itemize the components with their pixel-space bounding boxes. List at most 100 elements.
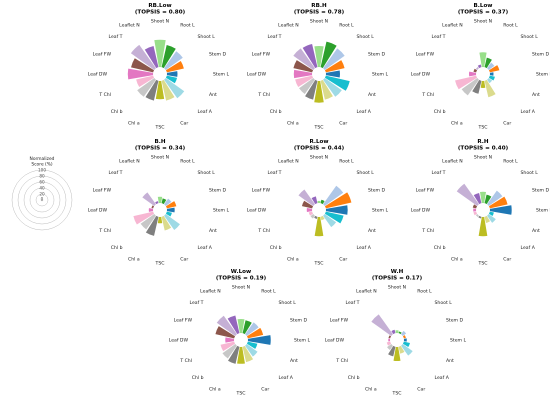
category-label: TSC — [314, 125, 324, 131]
category-label: Stem D — [368, 51, 385, 57]
bar-leaf-fw — [473, 68, 478, 73]
category-label: Leaf DW — [88, 72, 108, 78]
bar-t-chl — [473, 211, 478, 216]
bar-car — [320, 79, 333, 100]
chart-title: RB.H — [311, 3, 327, 9]
category-label: Car — [503, 257, 511, 263]
legend-tick: 60 — [39, 180, 45, 185]
chart-subtitle: (TOPSIS = 0.37) — [458, 10, 509, 16]
bar-chl-b — [137, 78, 156, 97]
category-label: Shoot N — [310, 155, 328, 161]
category-label: T Chl — [257, 228, 270, 234]
category-label: Leaflet N — [356, 289, 377, 295]
category-label: Root L — [339, 159, 354, 165]
legend-ring — [40, 198, 44, 202]
bar-leaf-t — [298, 189, 315, 206]
category-label: TSC — [478, 261, 488, 267]
category-label: Leaflet N — [200, 289, 221, 295]
category-label: Shoot L — [521, 170, 539, 176]
bar-leaf-dw — [293, 69, 313, 79]
bar-car — [320, 215, 325, 221]
category-label: TSC — [392, 391, 402, 397]
bar-chl-a — [305, 79, 318, 100]
bar-leaflet-n — [227, 315, 240, 335]
category-label: Stem D — [209, 51, 226, 57]
bar-chl-a — [145, 79, 159, 101]
bar-stem-d — [488, 65, 500, 73]
chart-subtitle: (TOPSIS = 0.44) — [294, 146, 345, 152]
bar-stem-l — [325, 70, 341, 78]
bar-tsc — [155, 80, 165, 100]
category-label: Leaf A — [357, 109, 372, 115]
category-label: Leaflet N — [278, 159, 299, 165]
bar-root-l — [320, 199, 325, 205]
category-label: Shoot L — [521, 34, 539, 40]
category-label: Leaflet N — [278, 23, 299, 29]
bar-stem-l — [247, 335, 271, 345]
category-label: Stem L — [536, 72, 550, 78]
category-label: Stem D — [446, 317, 463, 323]
category-label: TSC — [314, 261, 324, 267]
bar-shoot-l — [164, 51, 183, 70]
category-label: Chl a — [128, 257, 140, 263]
category-label: TSC — [478, 125, 488, 131]
category-label: Stem L — [372, 72, 388, 78]
category-label: Chl a — [451, 257, 463, 263]
category-label: Leaf DW — [88, 208, 108, 214]
bar-leaf-t — [130, 44, 156, 70]
category-label: Shoot L — [198, 34, 216, 40]
bar-ant — [402, 341, 410, 348]
bar-chl-b — [461, 78, 479, 96]
category-label: Shoot N — [388, 285, 406, 291]
category-label: Stem L — [213, 72, 229, 78]
legend-ring — [11, 169, 73, 231]
category-label: Root L — [180, 23, 195, 29]
category-label: Shoot L — [198, 170, 216, 176]
bar-leaf-fw — [293, 60, 314, 73]
category-label: Ant — [290, 358, 298, 364]
chart-title: W.H — [391, 269, 404, 275]
category-label: TSC — [155, 125, 165, 131]
bar-leaf-t — [293, 48, 315, 70]
category-label: Leaf T — [108, 170, 122, 176]
chart-subtitle: (TOPSIS = 0.19) — [216, 276, 267, 282]
category-label: Root L — [180, 159, 195, 165]
bar-chl-a — [314, 215, 318, 219]
bar-leaf-dw — [148, 208, 154, 212]
category-label: Leaflet N — [119, 23, 140, 29]
category-label: Stem L — [536, 208, 550, 214]
bar-stem-l — [403, 338, 407, 342]
category-label: Shoot L — [279, 300, 297, 306]
category-label: Leaf A — [435, 375, 450, 381]
bar-shoot-n — [317, 200, 321, 204]
category-label: Ant — [532, 92, 540, 98]
bar-leaf-a — [487, 214, 496, 223]
category-label: Leaflet N — [119, 159, 140, 165]
bar-chl-a — [228, 345, 240, 364]
bar-stem-d — [246, 327, 264, 339]
category-label: Shoot L — [357, 170, 375, 176]
category-label: Leaf DW — [247, 72, 267, 78]
legend-ring — [35, 193, 49, 207]
bar-car — [484, 215, 491, 223]
bar-leaf-a — [164, 78, 185, 99]
category-label: Chl a — [209, 387, 221, 393]
bar-shoot-n — [314, 46, 324, 68]
category-label: Stem D — [532, 51, 549, 57]
category-label: Stem D — [209, 187, 226, 193]
category-label: Shoot L — [435, 300, 453, 306]
category-label: Chl b — [434, 245, 446, 251]
bar-leaf-t — [456, 183, 479, 206]
category-label: Leaf FW — [252, 51, 271, 57]
category-label: Chl b — [270, 109, 282, 115]
bar-shoot-n — [154, 39, 166, 68]
category-label: Root L — [339, 23, 354, 29]
bar-stem-d — [402, 335, 406, 339]
bar-leaf-dw — [388, 338, 391, 342]
bar-t-chl — [455, 75, 478, 90]
category-label: T Chl — [335, 358, 348, 364]
bar-leaf-t — [142, 192, 156, 206]
